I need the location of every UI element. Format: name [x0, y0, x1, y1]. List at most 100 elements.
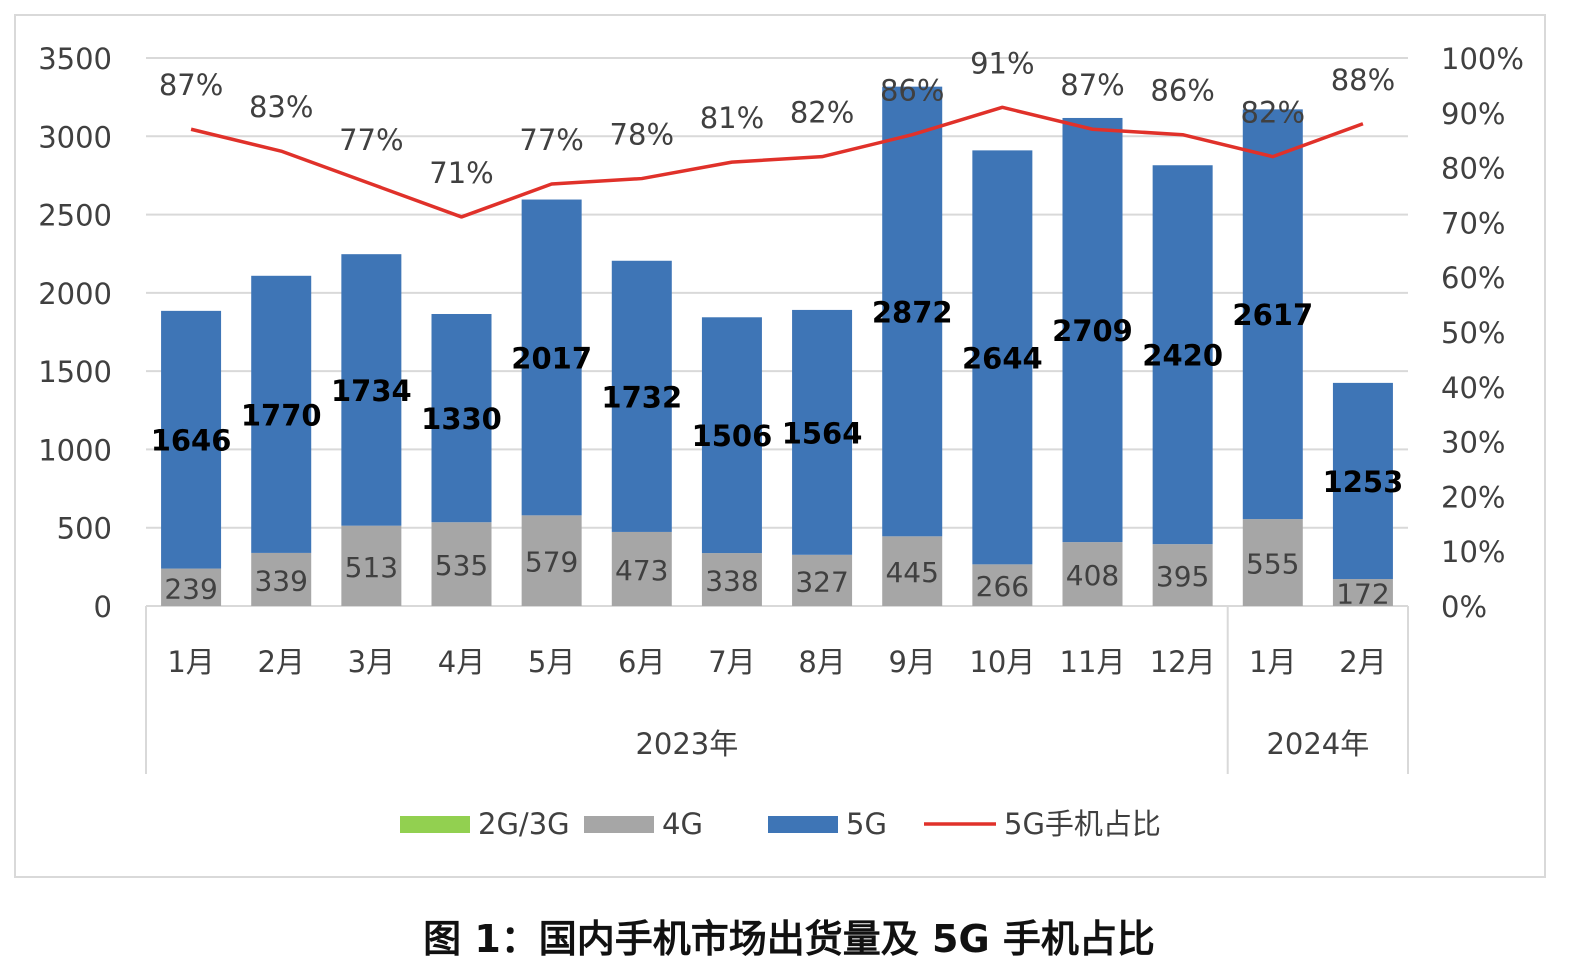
y-right-tick-label: 50% — [1441, 316, 1505, 350]
x-tick-label: 6月 — [618, 645, 665, 679]
label-share: 82% — [790, 96, 854, 130]
label-share: 87% — [1060, 68, 1124, 102]
bar-5g — [431, 313, 492, 523]
legend-label: 5G — [846, 807, 887, 841]
label-5g: 2644 — [962, 341, 1043, 375]
x-tick-label: 11月 — [1060, 645, 1126, 679]
label-share: 71% — [429, 156, 493, 190]
y-left-tick-label: 1000 — [38, 433, 112, 467]
axes: 0 500 1000 1500 2000 2500 3000 3500 0% 10% 20% 30% 4… — [38, 42, 1524, 774]
label-5g: 2017 — [511, 341, 592, 375]
label-4g: 172 — [1336, 578, 1389, 611]
label-share: 81% — [700, 101, 764, 135]
label-4g: 339 — [254, 564, 307, 597]
x-tick-label: 12月 — [1150, 645, 1216, 679]
label-share: 82% — [1241, 96, 1305, 130]
label-share: 86% — [1150, 74, 1214, 108]
y-left-tick-label: 3500 — [38, 42, 112, 76]
label-share: 83% — [249, 90, 313, 124]
bar-4g — [1242, 519, 1303, 606]
label-5g: 2617 — [1232, 298, 1313, 332]
x-tick-label: 1月 — [167, 645, 214, 679]
label-4g: 473 — [615, 554, 668, 587]
label-5g: 2709 — [1052, 314, 1133, 348]
x-tick-label: 7月 — [708, 645, 755, 679]
bar-5g — [1332, 382, 1393, 580]
label-5g: 2420 — [1142, 339, 1223, 373]
bar-5g — [1242, 109, 1303, 520]
y-left-tick-label: 500 — [57, 512, 112, 546]
legend-swatch — [584, 816, 654, 833]
legend-label: 2G/3G — [478, 807, 570, 841]
share-line — [190, 105, 1364, 219]
bar-4g — [341, 525, 402, 606]
x-tick-label: 2月 — [257, 645, 304, 679]
legend: 2G/3G 4G 5G 5G手机占比 — [400, 807, 1161, 841]
bar-5g — [1062, 117, 1123, 543]
x-tick-label: 2月 — [1339, 645, 1386, 679]
bar-5g — [701, 317, 762, 554]
label-4g: 395 — [1156, 560, 1209, 593]
label-5g: 1330 — [421, 402, 502, 436]
x-group-label: 2023年 — [635, 727, 738, 761]
y-left-tick-label: 0 — [94, 590, 112, 624]
bar-4g — [1062, 542, 1123, 606]
legend-swatch — [768, 816, 838, 833]
data-labels: 239 1646 339 1770 513 1734 535 1330 579 2017 473 17… — [151, 46, 1404, 610]
y-left-tick-label: 1500 — [38, 355, 112, 389]
x-tick-label: 4月 — [438, 645, 485, 679]
x-tick-label: 8月 — [798, 645, 845, 679]
share-line-path — [190, 105, 1364, 219]
label-5g: 2872 — [872, 295, 953, 329]
label-share: 87% — [159, 68, 223, 102]
chart-svg: 239 1646 339 1770 513 1734 535 1330 579 2017 473 17… — [38, 42, 1524, 841]
bar-5g — [882, 86, 943, 537]
bar-4g — [521, 515, 582, 606]
label-4g: 327 — [795, 565, 848, 598]
y-right-tick-label: 60% — [1441, 261, 1505, 295]
label-4g: 555 — [1246, 548, 1299, 581]
label-5g: 1253 — [1323, 465, 1404, 499]
label-share: 77% — [519, 123, 583, 157]
y-right-tick-label: 20% — [1441, 480, 1505, 514]
bar-5g — [972, 150, 1033, 565]
bar-4g — [161, 568, 222, 606]
y-left-tick-label: 2000 — [38, 277, 112, 311]
x-group-label: 2024年 — [1266, 727, 1369, 761]
label-5g: 1732 — [601, 380, 682, 414]
label-5g: 1646 — [151, 424, 232, 458]
bar-5g — [341, 254, 402, 526]
label-share: 77% — [339, 123, 403, 157]
y-right-tick-label: 10% — [1441, 535, 1505, 569]
label-5g: 1770 — [241, 398, 322, 432]
label-share: 78% — [610, 118, 674, 152]
label-4g: 535 — [435, 549, 488, 582]
label-4g: 408 — [1066, 559, 1119, 592]
bar-4g — [972, 564, 1033, 606]
legend-label: 4G — [662, 807, 703, 841]
y-right-tick-label: 0% — [1441, 590, 1487, 624]
x-tick-label: 3月 — [348, 645, 395, 679]
label-share: 86% — [880, 74, 944, 108]
bar-5g — [161, 310, 222, 569]
label-share: 88% — [1331, 63, 1395, 97]
y-right-tick-label: 90% — [1441, 97, 1505, 131]
label-5g: 1734 — [331, 374, 412, 408]
bar-4g — [1152, 544, 1213, 606]
bar-4g — [701, 553, 762, 606]
y-right-tick-label: 80% — [1441, 152, 1505, 186]
label-4g: 579 — [525, 546, 578, 579]
bar-4g — [431, 522, 492, 606]
y-left-tick-label: 3000 — [38, 120, 112, 154]
bar-5g — [611, 260, 672, 532]
y-right-tick-label: 100% — [1441, 42, 1524, 76]
bar-4g — [882, 536, 943, 606]
figure-caption: 图 1：国内手机市场出货量及 5G 手机占比 — [423, 917, 1155, 961]
label-share: 91% — [970, 46, 1034, 80]
x-tick-label: 1月 — [1249, 645, 1296, 679]
legend-label: 5G手机占比 — [1004, 807, 1161, 841]
label-5g: 1564 — [782, 416, 863, 450]
label-4g: 239 — [164, 572, 217, 605]
bar-4g — [792, 554, 853, 606]
bar-5g — [251, 275, 312, 553]
